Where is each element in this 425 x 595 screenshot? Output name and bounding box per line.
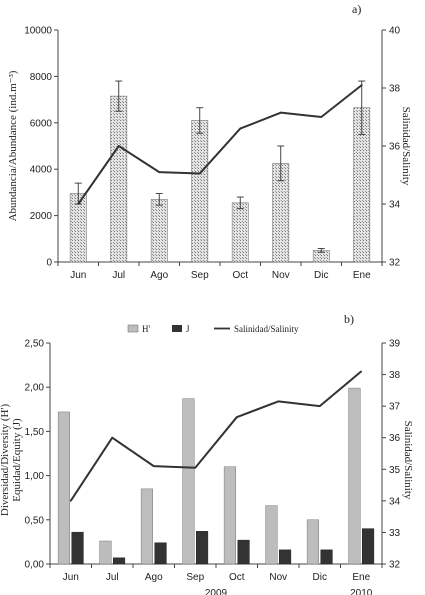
salinity-point — [277, 400, 280, 403]
bar-h — [348, 387, 361, 565]
y-tick-label: 6000 — [30, 118, 53, 129]
panel-label-b: b) — [344, 312, 354, 326]
x-tick-label: Sep — [191, 270, 209, 281]
y2-tick-label: 34 — [389, 200, 401, 211]
bar-j — [71, 531, 84, 565]
y-tick-label: 2,50 — [25, 339, 45, 350]
bar — [231, 202, 249, 263]
x-tick-label: Ene — [352, 572, 370, 583]
y2-tick-label: 32 — [389, 258, 401, 269]
bar-j — [320, 549, 333, 565]
salinity-line — [77, 84, 363, 205]
salinity-point — [77, 203, 80, 205]
x-tick-label: Sep — [186, 572, 204, 583]
y-tick-label: 2,00 — [25, 383, 45, 394]
y2-tick-label: 39 — [389, 339, 401, 350]
salinity-point — [158, 171, 161, 173]
salinity-point — [152, 465, 155, 467]
bar — [191, 120, 209, 263]
bar-h — [265, 505, 278, 565]
y2-tick-label: 36 — [389, 433, 401, 444]
x-tick-label: Oct — [232, 270, 248, 281]
y-tick-label: 2000 — [30, 211, 53, 222]
y-axis-label-b-line2: Equidad/Equity (J) — [11, 418, 23, 502]
y2-axis-label-a: Salinidad/Salinity — [400, 107, 412, 186]
bar-j — [362, 528, 375, 565]
y-tick-label: 0,50 — [25, 515, 45, 526]
salinity-point — [111, 436, 114, 439]
legend-label-j: J — [186, 324, 190, 334]
y-tick-label: 0,00 — [25, 560, 45, 571]
y-tick-label: 4000 — [30, 165, 53, 176]
x-tick-label: Oct — [229, 572, 245, 583]
bar-j — [279, 549, 292, 565]
y-tick-label: 10000 — [24, 26, 52, 37]
salinity-point — [117, 145, 120, 147]
panel-label-a: a) — [352, 2, 361, 16]
bar-j — [113, 557, 126, 565]
x-tick-label: Ago — [145, 572, 163, 583]
x-tick-label: Nov — [272, 270, 290, 281]
bar-h — [99, 540, 112, 565]
x-tick-label: Ene — [353, 270, 371, 281]
x-tick-label: Jul — [106, 572, 119, 583]
y-tick-label: 8000 — [30, 72, 53, 83]
bar — [150, 199, 168, 263]
y-axis-label-a: Abundancia/Abundance (ind.m⁻³) — [7, 70, 19, 221]
bar — [110, 95, 128, 263]
bar-h — [57, 411, 71, 565]
y-tick-label: 1,00 — [25, 471, 45, 482]
y2-tick-label: 36 — [389, 142, 401, 153]
salinity-point — [235, 416, 238, 418]
x-tick-label: Nov — [269, 572, 287, 583]
year-label: 2010 — [350, 588, 373, 595]
salinity-point — [320, 116, 323, 118]
salinity-point — [198, 172, 201, 175]
x-tick-label: Dic — [313, 572, 327, 583]
salinity-point — [318, 405, 321, 407]
salinity-point — [239, 127, 242, 130]
x-tick-label: Jun — [63, 572, 79, 583]
salinity-point — [360, 370, 363, 373]
bar-j — [196, 531, 209, 565]
bar-j — [237, 539, 250, 565]
x-tick-label: Ago — [150, 270, 168, 281]
y2-tick-label: 33 — [389, 528, 401, 539]
salinity-point — [194, 466, 197, 469]
y2-tick-label: 37 — [389, 402, 401, 413]
legend-label-salinity: Salinidad/Salinity — [234, 324, 299, 334]
bar-h — [182, 398, 195, 565]
x-tick-label: Jun — [70, 270, 86, 281]
salinity-line — [69, 370, 362, 502]
salinity-point — [69, 500, 72, 502]
bar-h — [223, 466, 237, 565]
y2-tick-label: 38 — [389, 84, 401, 95]
y2-tick-label: 32 — [389, 560, 401, 571]
y-axis-label-b-line1: Diversidad/Diversity (H') — [0, 404, 11, 517]
x-tick-label: Dic — [314, 270, 328, 281]
salinity-point — [360, 84, 363, 86]
y2-tick-label: 35 — [389, 465, 401, 476]
legend-swatch-j — [172, 325, 182, 332]
y-tick-label: 1,50 — [25, 427, 45, 438]
bar-h — [140, 488, 154, 565]
legend-b: H' J Salinidad/Salinity — [127, 324, 299, 334]
year-label: 2009 — [205, 588, 228, 595]
bar-j — [154, 542, 167, 565]
legend-swatch-h — [127, 324, 139, 333]
legend-label-h: H' — [142, 324, 150, 334]
y2-tick-label: 38 — [389, 370, 401, 381]
bar-h — [306, 519, 320, 565]
x-tick-label: Jul — [112, 270, 125, 281]
y-tick-label: 0 — [46, 258, 52, 269]
chart-a: a) Abundancia/Abundance (ind.m⁻³) Salini… — [7, 2, 412, 281]
chart-b: b) Diversidad/Diversity (H') Equidad/Equ… — [0, 312, 414, 595]
salinity-point — [279, 111, 282, 114]
y2-tick-label: 34 — [389, 496, 401, 507]
y2-axis-label-b: Salinidad/Salinity — [402, 421, 414, 500]
y2-tick-label: 40 — [389, 26, 401, 37]
